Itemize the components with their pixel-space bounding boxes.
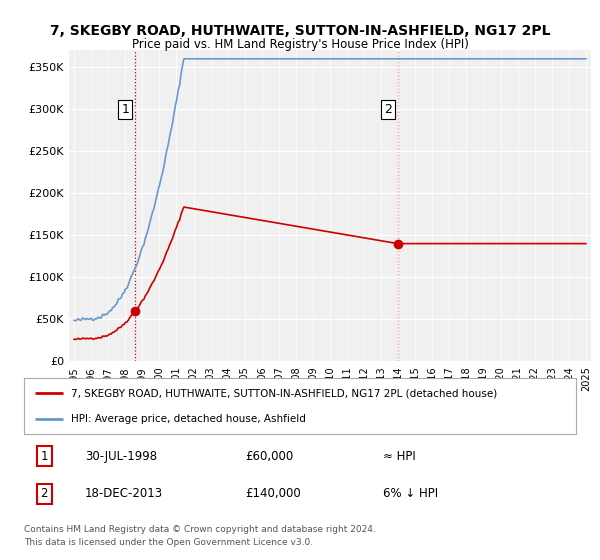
Text: 1: 1 — [121, 102, 129, 116]
Text: 18-DEC-2013: 18-DEC-2013 — [85, 487, 163, 500]
Text: 30-JUL-1998: 30-JUL-1998 — [85, 450, 157, 463]
Text: Price paid vs. HM Land Registry's House Price Index (HPI): Price paid vs. HM Land Registry's House … — [131, 38, 469, 51]
Text: 7, SKEGBY ROAD, HUTHWAITE, SUTTON-IN-ASHFIELD, NG17 2PL: 7, SKEGBY ROAD, HUTHWAITE, SUTTON-IN-ASH… — [50, 24, 550, 38]
Text: £60,000: £60,000 — [245, 450, 293, 463]
Text: 7, SKEGBY ROAD, HUTHWAITE, SUTTON-IN-ASHFIELD, NG17 2PL (detached house): 7, SKEGBY ROAD, HUTHWAITE, SUTTON-IN-ASH… — [71, 388, 497, 398]
Text: Contains HM Land Registry data © Crown copyright and database right 2024.: Contains HM Land Registry data © Crown c… — [24, 525, 376, 534]
Text: 2: 2 — [384, 102, 392, 116]
Text: HPI: Average price, detached house, Ashfield: HPI: Average price, detached house, Ashf… — [71, 414, 306, 424]
Text: £140,000: £140,000 — [245, 487, 301, 500]
Text: 2: 2 — [41, 487, 48, 500]
Text: 6% ↓ HPI: 6% ↓ HPI — [383, 487, 438, 500]
Text: ≈ HPI: ≈ HPI — [383, 450, 416, 463]
Text: This data is licensed under the Open Government Licence v3.0.: This data is licensed under the Open Gov… — [24, 538, 313, 547]
Text: 1: 1 — [41, 450, 48, 463]
